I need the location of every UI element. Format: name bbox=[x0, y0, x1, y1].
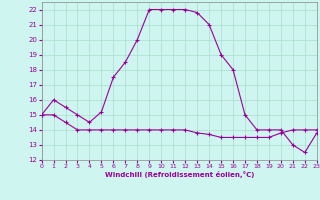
X-axis label: Windchill (Refroidissement éolien,°C): Windchill (Refroidissement éolien,°C) bbox=[105, 171, 254, 178]
